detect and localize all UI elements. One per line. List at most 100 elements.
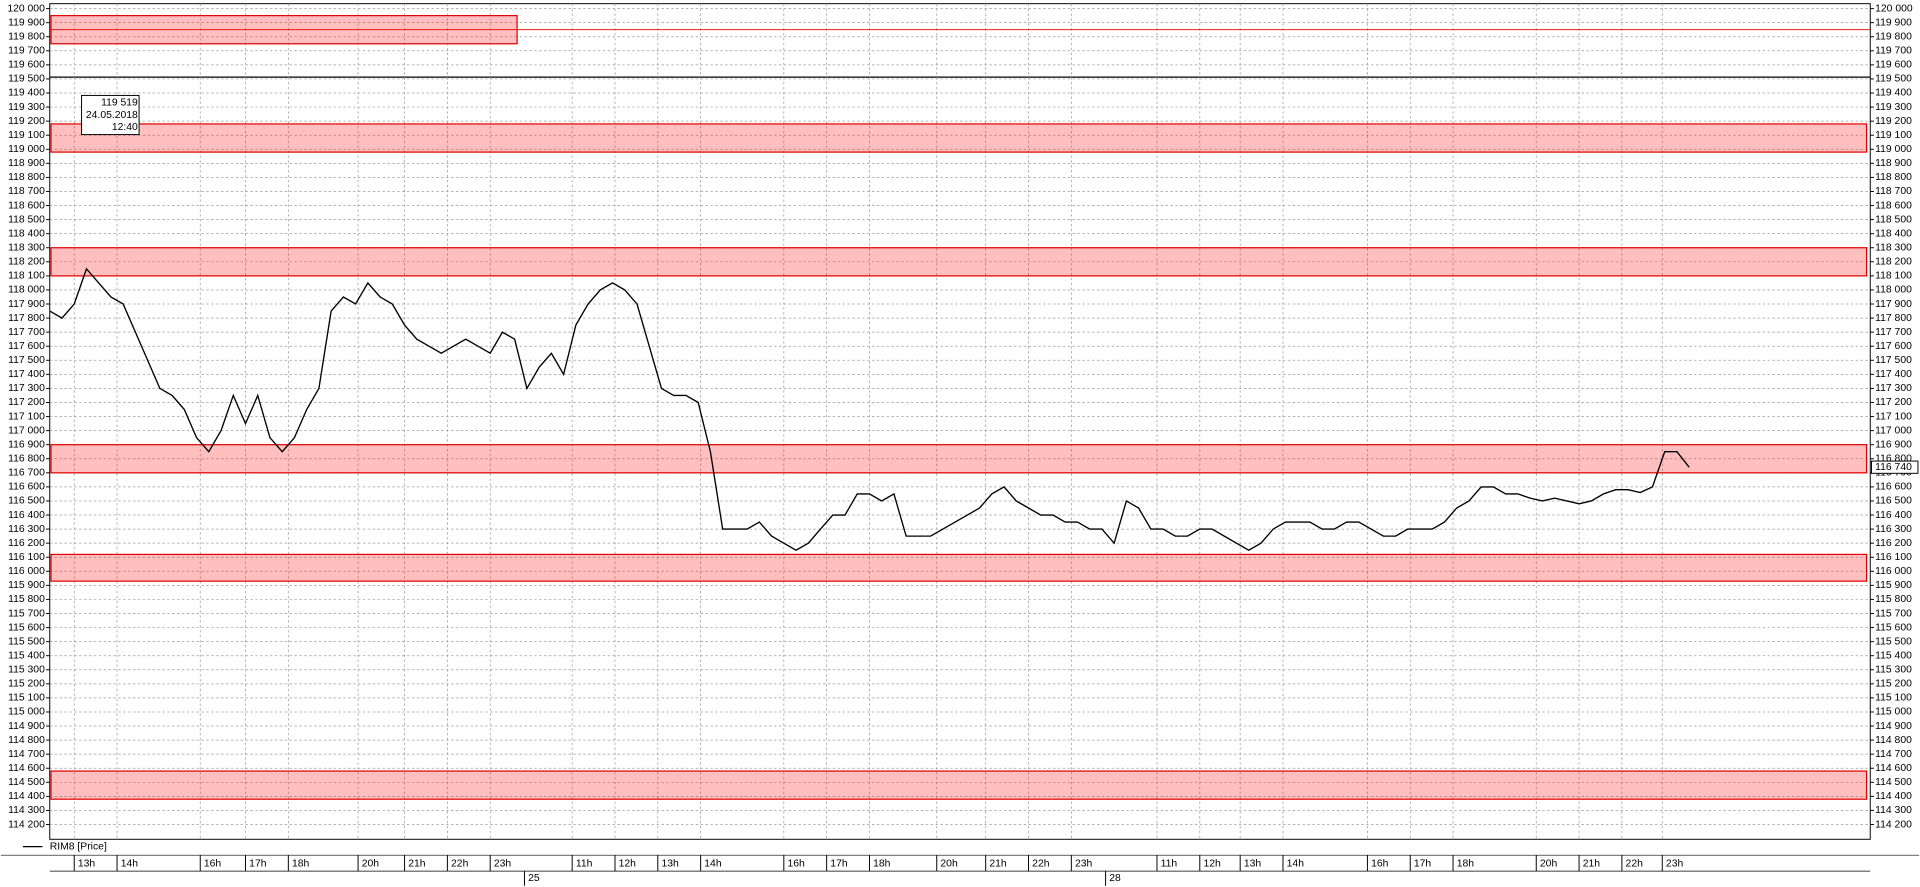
y-tick-label: 116 400 [8, 510, 45, 521]
y-tick-label: 117 100 [1875, 411, 1912, 422]
y-tick-label: 119 900 [1875, 17, 1912, 28]
y-tick-label: 115 300 [8, 665, 45, 676]
y-tick-label: 114 600 [8, 763, 45, 774]
y-tick-label: 114 200 [1875, 819, 1912, 830]
x-tick-label: 22h [451, 859, 469, 870]
x-tick-label: 18h [292, 859, 310, 870]
y-tick-label: 116 600 [1875, 482, 1912, 493]
y-tick-label: 119 500 [1875, 74, 1912, 85]
plot-frame [49, 3, 1871, 840]
y-tick-label: 114 800 [1875, 735, 1912, 746]
y-tick-label: 117 000 [8, 425, 45, 436]
x-tick-label: 21h [1583, 859, 1601, 870]
y-tick-label: 114 400 [8, 791, 45, 802]
x-tick-label: 16h [1371, 859, 1389, 870]
x-tick-label: 23h [494, 859, 512, 870]
y-tick-label: 115 700 [8, 608, 45, 619]
y-tick-label: 118 900 [8, 158, 45, 169]
x-tick-label: 13h [661, 859, 679, 870]
y-tick-label: 116 000 [8, 566, 45, 577]
tooltip-price: 119 519 [101, 98, 138, 109]
x-tick-label: 21h [408, 859, 426, 870]
y-tick-label: 114 300 [1875, 805, 1912, 816]
legend-label: RIM8 [Price] [50, 841, 107, 852]
y-tick-label: 117 700 [8, 327, 45, 338]
y-tick-label: 119 800 [1875, 31, 1912, 42]
y-tick-label: 115 400 [8, 650, 45, 661]
y-tick-label: 116 900 [1875, 439, 1912, 450]
x-tick-label: 14h [704, 859, 722, 870]
tooltip-time: 12:40 [112, 122, 138, 133]
y-tick-label: 119 100 [8, 130, 45, 141]
y-tick-label: 115 100 [1875, 693, 1912, 704]
y-tick-label: 120 000 [1875, 3, 1913, 14]
y-tick-label: 118 400 [8, 228, 45, 239]
y-tick-label: 114 200 [8, 819, 45, 830]
y-tick-label: 115 300 [1875, 665, 1912, 676]
x-tick-label: 23h [1075, 859, 1093, 870]
x-tick-label: 13h [78, 859, 96, 870]
y-tick-label: 115 000 [1875, 707, 1912, 718]
x-tick-label: 22h [1032, 859, 1050, 870]
y-tick-label: 114 500 [1875, 777, 1912, 788]
y-tick-label: 119 500 [8, 74, 45, 85]
y-tick-label: 118 500 [8, 214, 45, 225]
support-zone [50, 770, 1868, 800]
y-tick-label: 119 200 [1875, 116, 1912, 127]
y-tick-label: 115 100 [8, 693, 45, 704]
y-tick-label: 117 400 [8, 369, 45, 380]
y-tick-label: 115 000 [8, 707, 45, 718]
y-tick-label: 114 300 [8, 805, 45, 816]
x-tick-label: 16h [204, 859, 222, 870]
y-tick-label: 114 400 [1875, 791, 1912, 802]
support-zone [50, 247, 1868, 277]
y-tick-label: 119 700 [1875, 46, 1912, 57]
y-tick-label: 119 400 [8, 88, 45, 99]
y-tick-label: 118 800 [1875, 172, 1912, 183]
y-tick-label: 114 900 [8, 721, 45, 732]
y-tick-label: 115 800 [8, 594, 45, 605]
y-tick-label: 115 600 [8, 622, 45, 633]
y-tick-label: 117 800 [1875, 313, 1912, 324]
y-tick-label: 118 000 [1875, 285, 1912, 296]
x-tick-label: 11h [576, 859, 593, 870]
y-tick-label: 116 400 [1875, 510, 1912, 521]
y-tick-label: 116 100 [1875, 552, 1912, 563]
x-tick-label: 17h [249, 859, 267, 870]
y-tick-label: 119 900 [8, 17, 45, 28]
y-tick-label: 118 000 [8, 285, 45, 296]
y-tick-label: 115 700 [1875, 608, 1912, 619]
y-tick-label: 117 900 [8, 299, 45, 310]
y-tick-label: 116 000 [1875, 566, 1912, 577]
y-tick-label: 116 200 [1875, 538, 1912, 549]
x-tick-label: 20h [940, 859, 958, 870]
y-tick-label: 118 700 [1875, 186, 1912, 197]
y-tick-label: 117 300 [1875, 383, 1912, 394]
x-tick-label: 22h [1626, 859, 1644, 870]
y-tick-label: 116 800 [1875, 454, 1912, 465]
y-tick-label: 117 500 [8, 355, 45, 366]
x-tick-label: 12h [1203, 859, 1221, 870]
date-tick-label: 28 [1109, 873, 1121, 884]
date-tick-label: 25 [528, 873, 540, 884]
y-tick-label: 116 900 [8, 439, 45, 450]
support-zone [50, 444, 1868, 474]
y-tick-label: 117 800 [8, 313, 45, 324]
y-tick-label: 116 600 [8, 482, 45, 493]
y-tick-label: 114 600 [1875, 763, 1912, 774]
y-tick-label: 118 500 [1875, 214, 1912, 225]
y-tick-label: 118 200 [8, 257, 45, 268]
y-tick-label: 119 000 [8, 144, 45, 155]
y-tick-label: 116 100 [8, 552, 45, 563]
y-tick-label: 117 100 [8, 411, 45, 422]
x-tick-label: 20h [362, 859, 380, 870]
y-tick-label: 114 500 [8, 777, 45, 788]
x-tick-label: 11h [1161, 859, 1178, 870]
y-tick-label: 117 600 [8, 341, 45, 352]
y-tick-label: 119 800 [8, 31, 45, 42]
y-tick-label: 114 800 [8, 735, 45, 746]
x-tick-label: 20h [1540, 859, 1558, 870]
y-tick-label: 115 900 [1875, 580, 1912, 591]
x-tick-label: 12h [619, 859, 637, 870]
y-tick-label: 118 100 [1875, 271, 1912, 282]
